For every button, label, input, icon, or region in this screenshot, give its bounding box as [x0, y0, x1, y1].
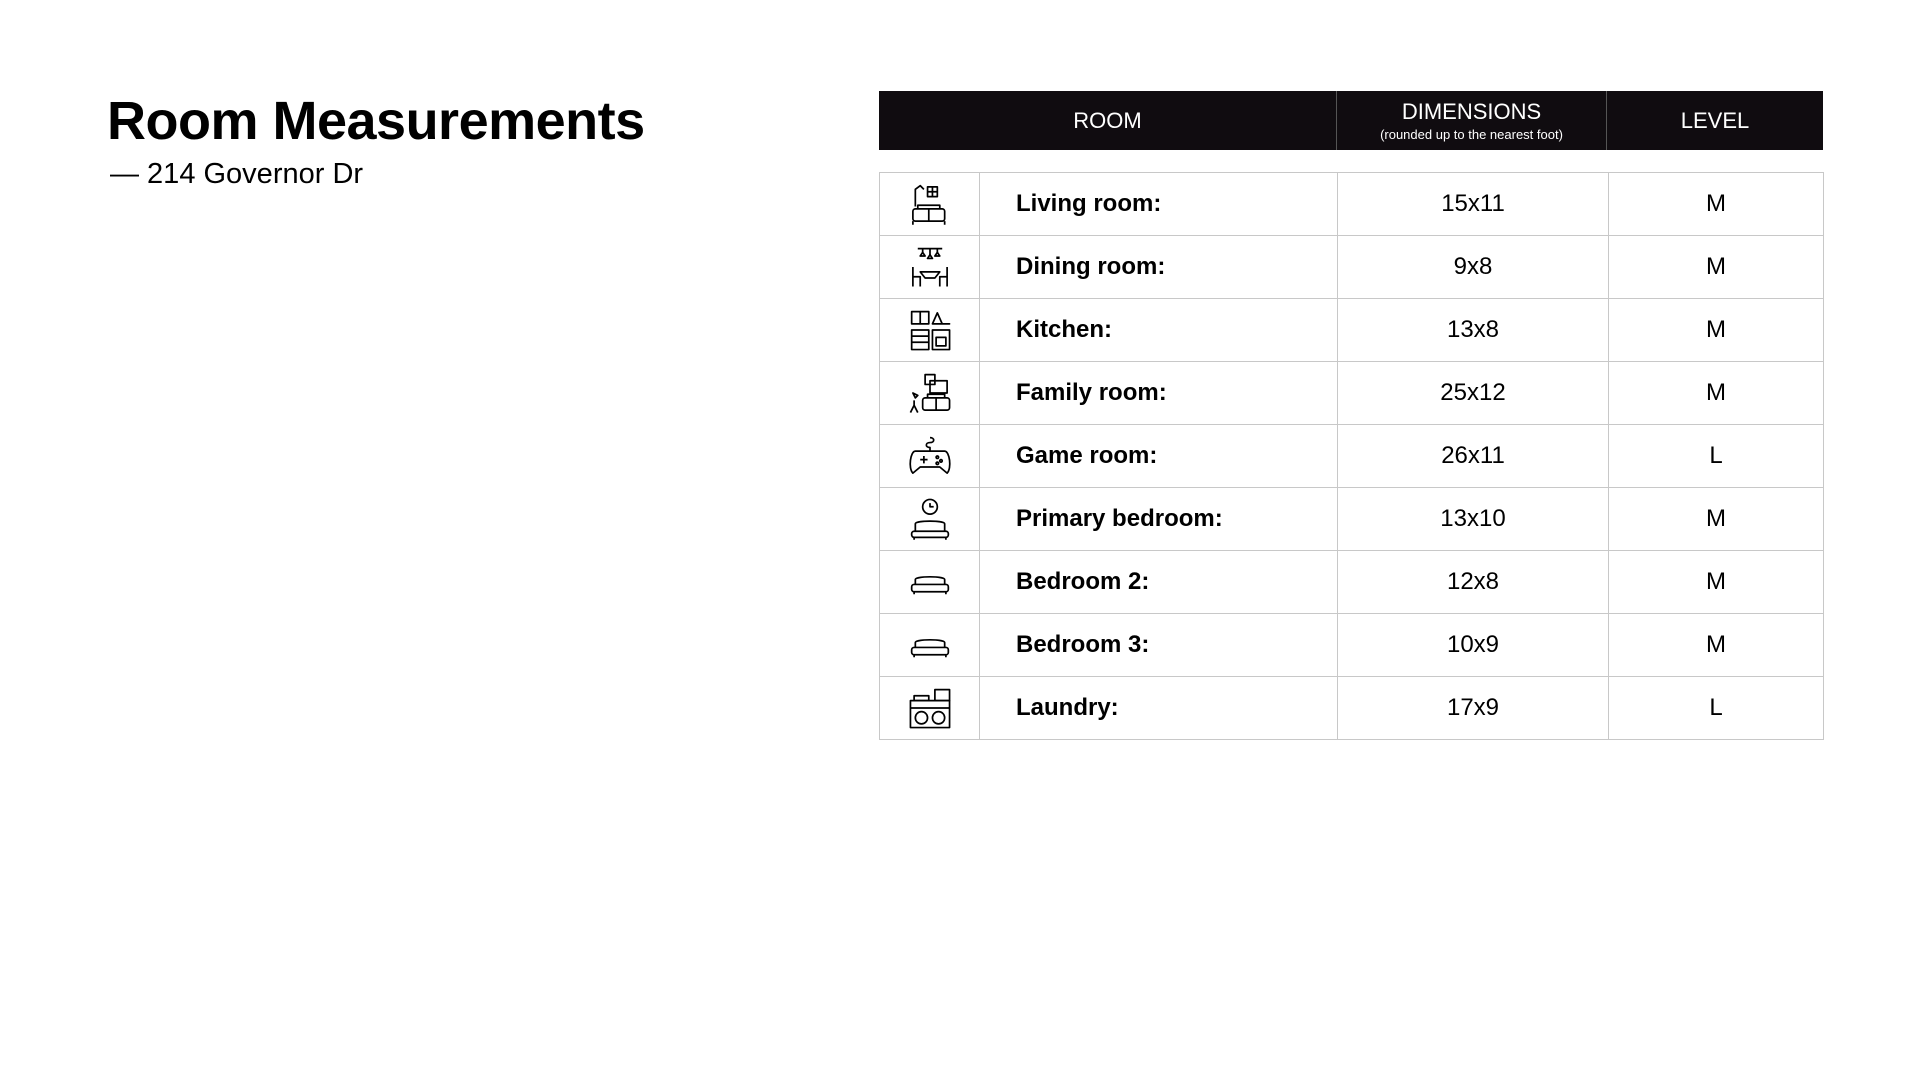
- header-dimensions: DIMENSIONS (rounded up to the nearest foo…: [1337, 91, 1607, 150]
- table-row: Living room: 15x11 M: [879, 172, 1824, 236]
- room-level: L: [1608, 424, 1824, 488]
- game-controller-icon: [908, 436, 951, 474]
- room-level: M: [1608, 550, 1824, 614]
- room-name: Laundry:: [979, 676, 1338, 740]
- primary-bedroom-icon: [910, 498, 949, 540]
- room-dimensions: 25x12: [1337, 361, 1609, 425]
- table-row: Bedroom 3: 10x9 M: [879, 613, 1824, 677]
- room-dimensions: 26x11: [1337, 424, 1609, 488]
- living-room-icon: [911, 184, 946, 225]
- header-dimensions-label: DIMENSIONS: [1401, 99, 1542, 124]
- header-level: LEVEL: [1607, 91, 1823, 150]
- page-title: Room Measurements: [107, 91, 645, 151]
- room-table: Living room: 15x11 M Dining room: 9x8 M …: [879, 172, 1824, 740]
- table-header: ROOM DIMENSIONS (rounded up to the neares…: [879, 91, 1823, 150]
- room-name: Dining room:: [979, 235, 1338, 299]
- room-dimensions: 13x10: [1337, 487, 1609, 551]
- room-level: M: [1608, 235, 1824, 299]
- table-row: Kitchen: 13x8 M: [879, 298, 1824, 362]
- table-row: Bedroom 2: 12x8 M: [879, 550, 1824, 614]
- table-row: Family room: 25x12 M: [879, 361, 1824, 425]
- room-name: Kitchen:: [979, 298, 1338, 362]
- dining-room-icon: [911, 247, 948, 287]
- header-level-label: LEVEL: [1680, 107, 1750, 133]
- room-dimensions: 9x8: [1337, 235, 1609, 299]
- room-level: M: [1608, 361, 1824, 425]
- room-icon-cell: [879, 361, 980, 425]
- room-dimensions: 15x11: [1337, 172, 1609, 236]
- room-level: M: [1608, 172, 1824, 236]
- table-row: Dining room: 9x8 M: [879, 235, 1824, 299]
- room-name: Living room:: [979, 172, 1338, 236]
- room-icon-cell: [879, 298, 980, 362]
- table-row: Primary bedroom: 13x10 M: [879, 487, 1824, 551]
- room-icon-cell: [879, 424, 980, 488]
- room-icon-cell: [879, 676, 980, 740]
- room-name: Primary bedroom:: [979, 487, 1338, 551]
- room-dimensions: 17x9: [1337, 676, 1609, 740]
- room-name: Game room:: [979, 424, 1338, 488]
- room-dimensions: 13x8: [1337, 298, 1609, 362]
- room-level: M: [1608, 487, 1824, 551]
- room-dimensions: 10x9: [1337, 613, 1609, 677]
- header-room: ROOM: [879, 91, 1337, 150]
- table-row: Laundry: 17x9 L: [879, 676, 1824, 740]
- room-level: L: [1608, 676, 1824, 740]
- room-name: Bedroom 2:: [979, 550, 1338, 614]
- room-level: M: [1608, 298, 1824, 362]
- page-subtitle: — 214 Governor Dr: [110, 158, 364, 190]
- room-icon-cell: [879, 487, 980, 551]
- room-dimensions: 12x8: [1337, 550, 1609, 614]
- family-room-icon: [909, 373, 950, 413]
- bed-icon: [910, 638, 949, 658]
- room-name: Bedroom 3:: [979, 613, 1338, 677]
- room-icon-cell: [879, 172, 980, 236]
- table-row: Game room: 26x11 L: [879, 424, 1824, 488]
- room-level: M: [1608, 613, 1824, 677]
- kitchen-icon: [910, 310, 950, 351]
- bed-icon: [910, 575, 949, 595]
- laundry-icon: [909, 688, 950, 729]
- room-icon-cell: [879, 613, 980, 677]
- room-icon-cell: [879, 235, 980, 299]
- header-dimensions-note: (rounded up to the nearest foot): [1380, 127, 1563, 142]
- room-icon-cell: [879, 550, 980, 614]
- room-name: Family room:: [979, 361, 1338, 425]
- header-room-label: ROOM: [1073, 107, 1142, 133]
